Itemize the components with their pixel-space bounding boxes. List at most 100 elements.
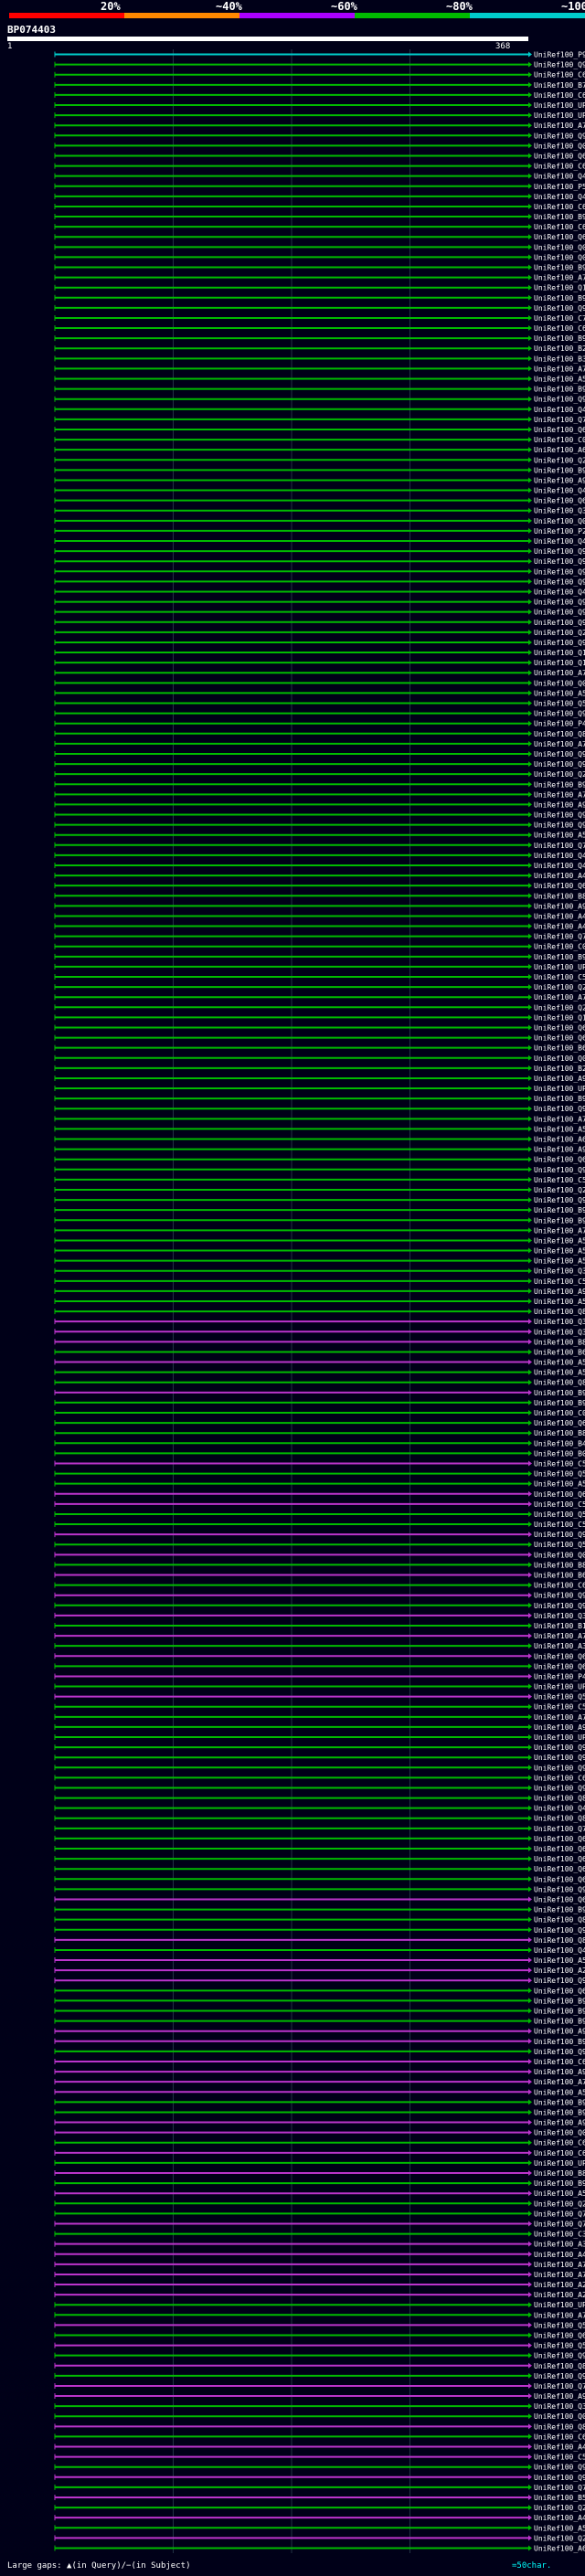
hit-label: UniRef100_Q9LWB8 (534, 599, 585, 607)
hit-label: UniRef100_Q9ZVB9 (534, 1885, 585, 1893)
alignment-end-arrow (528, 1480, 532, 1487)
alignment-end-arrow (528, 2129, 532, 2136)
alignment-end-arrow (528, 254, 532, 260)
alignment-end-arrow (528, 963, 532, 970)
alignment-end-arrow (528, 1998, 532, 2004)
alignment-end-arrow (528, 558, 532, 565)
hit-label: UniRef100_A4L914 (534, 872, 585, 880)
hit-label: UniRef100_Q0SNC2 (534, 2412, 585, 2421)
hit-label: UniRef100_Q00763 (534, 517, 585, 525)
hit-label: UniRef100_Q9VAP0 (534, 2352, 585, 2360)
alignment-end-arrow (528, 1247, 532, 1254)
alignment-end-arrow (528, 396, 532, 402)
alignment-end-arrow (528, 1004, 532, 1011)
alignment-end-arrow (528, 1754, 532, 1761)
alignment-end-arrow (528, 1988, 532, 1994)
alignment-end-arrow (528, 1096, 532, 1102)
alignment-end-arrow (528, 1470, 532, 1477)
hit-label: UniRef100_A9NS03 (534, 902, 585, 910)
hit-label: UniRef100_Q3SCM5 (534, 507, 585, 515)
alignment-end-arrow (528, 1703, 532, 1710)
hit-label: UniRef100_Q9PHZ9 (534, 2464, 585, 2472)
alignment-end-arrow (528, 2443, 532, 2450)
alignment-end-arrow (528, 1693, 532, 1700)
hit-label: UniRef100_C6FAS3 (534, 2149, 585, 2157)
hit-label: UniRef100_B5HAU6 (534, 2494, 585, 2502)
hit-label: UniRef100_Q5CWC1 (534, 2321, 585, 2329)
alignment-end-arrow (528, 2069, 532, 2075)
hit-label: UniRef100_A5WMH5 (534, 832, 585, 840)
alignment-end-arrow (528, 2241, 532, 2247)
hit-label: UniRef100_C6TMZ9 (534, 1774, 585, 1782)
alignment-end-arrow (528, 974, 532, 981)
hit-label: UniRef100_Q96S65 (534, 2474, 585, 2482)
legend-label: 20% (101, 0, 121, 13)
hit-label: UniRef100_Q9ZU24 (534, 1592, 585, 1600)
alignment-end-arrow (528, 447, 532, 453)
hit-label: UniRef100_B6T9Z8 (534, 1348, 585, 1356)
hit-label: UniRef100_A4R2H7 (534, 2514, 585, 2522)
hit-label: UniRef100_Q6VMV9 (534, 1034, 585, 1043)
alignment-end-arrow (528, 355, 532, 362)
alignment-end-arrow (528, 2008, 532, 2014)
alignment-end-arrow (528, 1532, 532, 1538)
hit-label: UniRef100_A9BB84 (534, 800, 585, 809)
hit-label: UniRef100_Q9SAR0 (534, 578, 585, 586)
alignment-end-arrow (528, 2515, 532, 2521)
hit-label: UniRef100_Q7UH66 (534, 2484, 585, 2492)
alignment-end-arrow (528, 2362, 532, 2369)
hit-label: UniRef100_C6F9V8 (534, 223, 585, 231)
hit-label: UniRef100_Q6VWG5 (534, 1987, 585, 1995)
alignment-end-arrow (528, 1633, 532, 1639)
hit-label: UniRef100_B3VKY6 (534, 355, 585, 363)
hit-label: UniRef100_B9GRP9 (534, 1399, 585, 1407)
hit-label: UniRef100_A7Q124 (534, 993, 585, 1002)
hit-label: UniRef100_Q9LRL1 (534, 2372, 585, 2380)
alignment-end-arrow (528, 801, 532, 808)
alignment-end-arrow (528, 1420, 532, 1426)
alignment-end-arrow (528, 1775, 532, 1781)
alignment-end-arrow (528, 1034, 532, 1041)
alignment-end-arrow (528, 1359, 532, 1365)
alignment-end-arrow (528, 710, 532, 716)
hit-label: UniRef100_A5BGW8 (534, 1956, 585, 1965)
alignment-end-arrow (528, 781, 532, 788)
alignment-end-arrow (528, 1490, 532, 1497)
hit-label: UniRef100_A7QSI1 (534, 740, 585, 748)
hit-label: UniRef100_Q8L931 (534, 1936, 585, 1945)
alignment-end-arrow (528, 1835, 532, 1841)
alignment-end-arrow (528, 2079, 532, 2085)
hit-label: UniRef100_UPI000... (534, 963, 585, 971)
hit-label: UniRef100_A7UXE5 (534, 365, 585, 373)
alignment-end-arrow (528, 1622, 532, 1628)
large-gaps-legend: Large gaps: ▲(in Query)/−(in Subject) (7, 2561, 191, 2571)
hit-label: UniRef100_Q9XE90 (534, 567, 585, 576)
hit-label: UniRef100_B9GR50 (534, 1206, 585, 1214)
alignment-end-arrow (528, 1765, 532, 1771)
hit-label: UniRef100_C6F4S4 (534, 2139, 585, 2147)
alignment-end-arrow (528, 2352, 532, 2359)
legend-label: ~40% (216, 0, 242, 13)
hit-label: UniRef100_A7QQU9 (534, 2078, 585, 2086)
alignment-end-arrow (528, 650, 532, 656)
hit-label: UniRef100_B9RMU8 (534, 1906, 585, 1914)
hit-label: UniRef100_Q5E0W7 (534, 1693, 585, 1701)
alignment-end-arrow (528, 1197, 532, 1203)
alignment-end-arrow (528, 953, 532, 959)
alignment-end-arrow (528, 852, 532, 858)
hit-label: UniRef100_Q7ZL1H0 (534, 933, 585, 941)
alignment-end-arrow (528, 1257, 532, 1264)
hit-label: UniRef100_Q09K02 (534, 142, 585, 150)
hit-label: UniRef100_B9RDD7 (534, 213, 585, 221)
hit-label: UniRef100_C5YHU7 (534, 1459, 585, 1468)
hit-label: UniRef100_B9SLF3 (534, 2108, 585, 2116)
alignment-end-arrow (528, 234, 532, 240)
hit-label: UniRef100_Q0TP69 (534, 2129, 585, 2137)
alignment-end-arrow (528, 1440, 532, 1447)
hit-label: UniRef100_Q94W28 (534, 1166, 585, 1174)
alignment-end-arrow (528, 1825, 532, 1831)
alignment-end-arrow (528, 761, 532, 768)
alignment-end-arrow (528, 1957, 532, 1964)
alignment-end-arrow (528, 294, 532, 301)
hit-label: UniRef100_Q6LT54 (534, 1023, 585, 1032)
